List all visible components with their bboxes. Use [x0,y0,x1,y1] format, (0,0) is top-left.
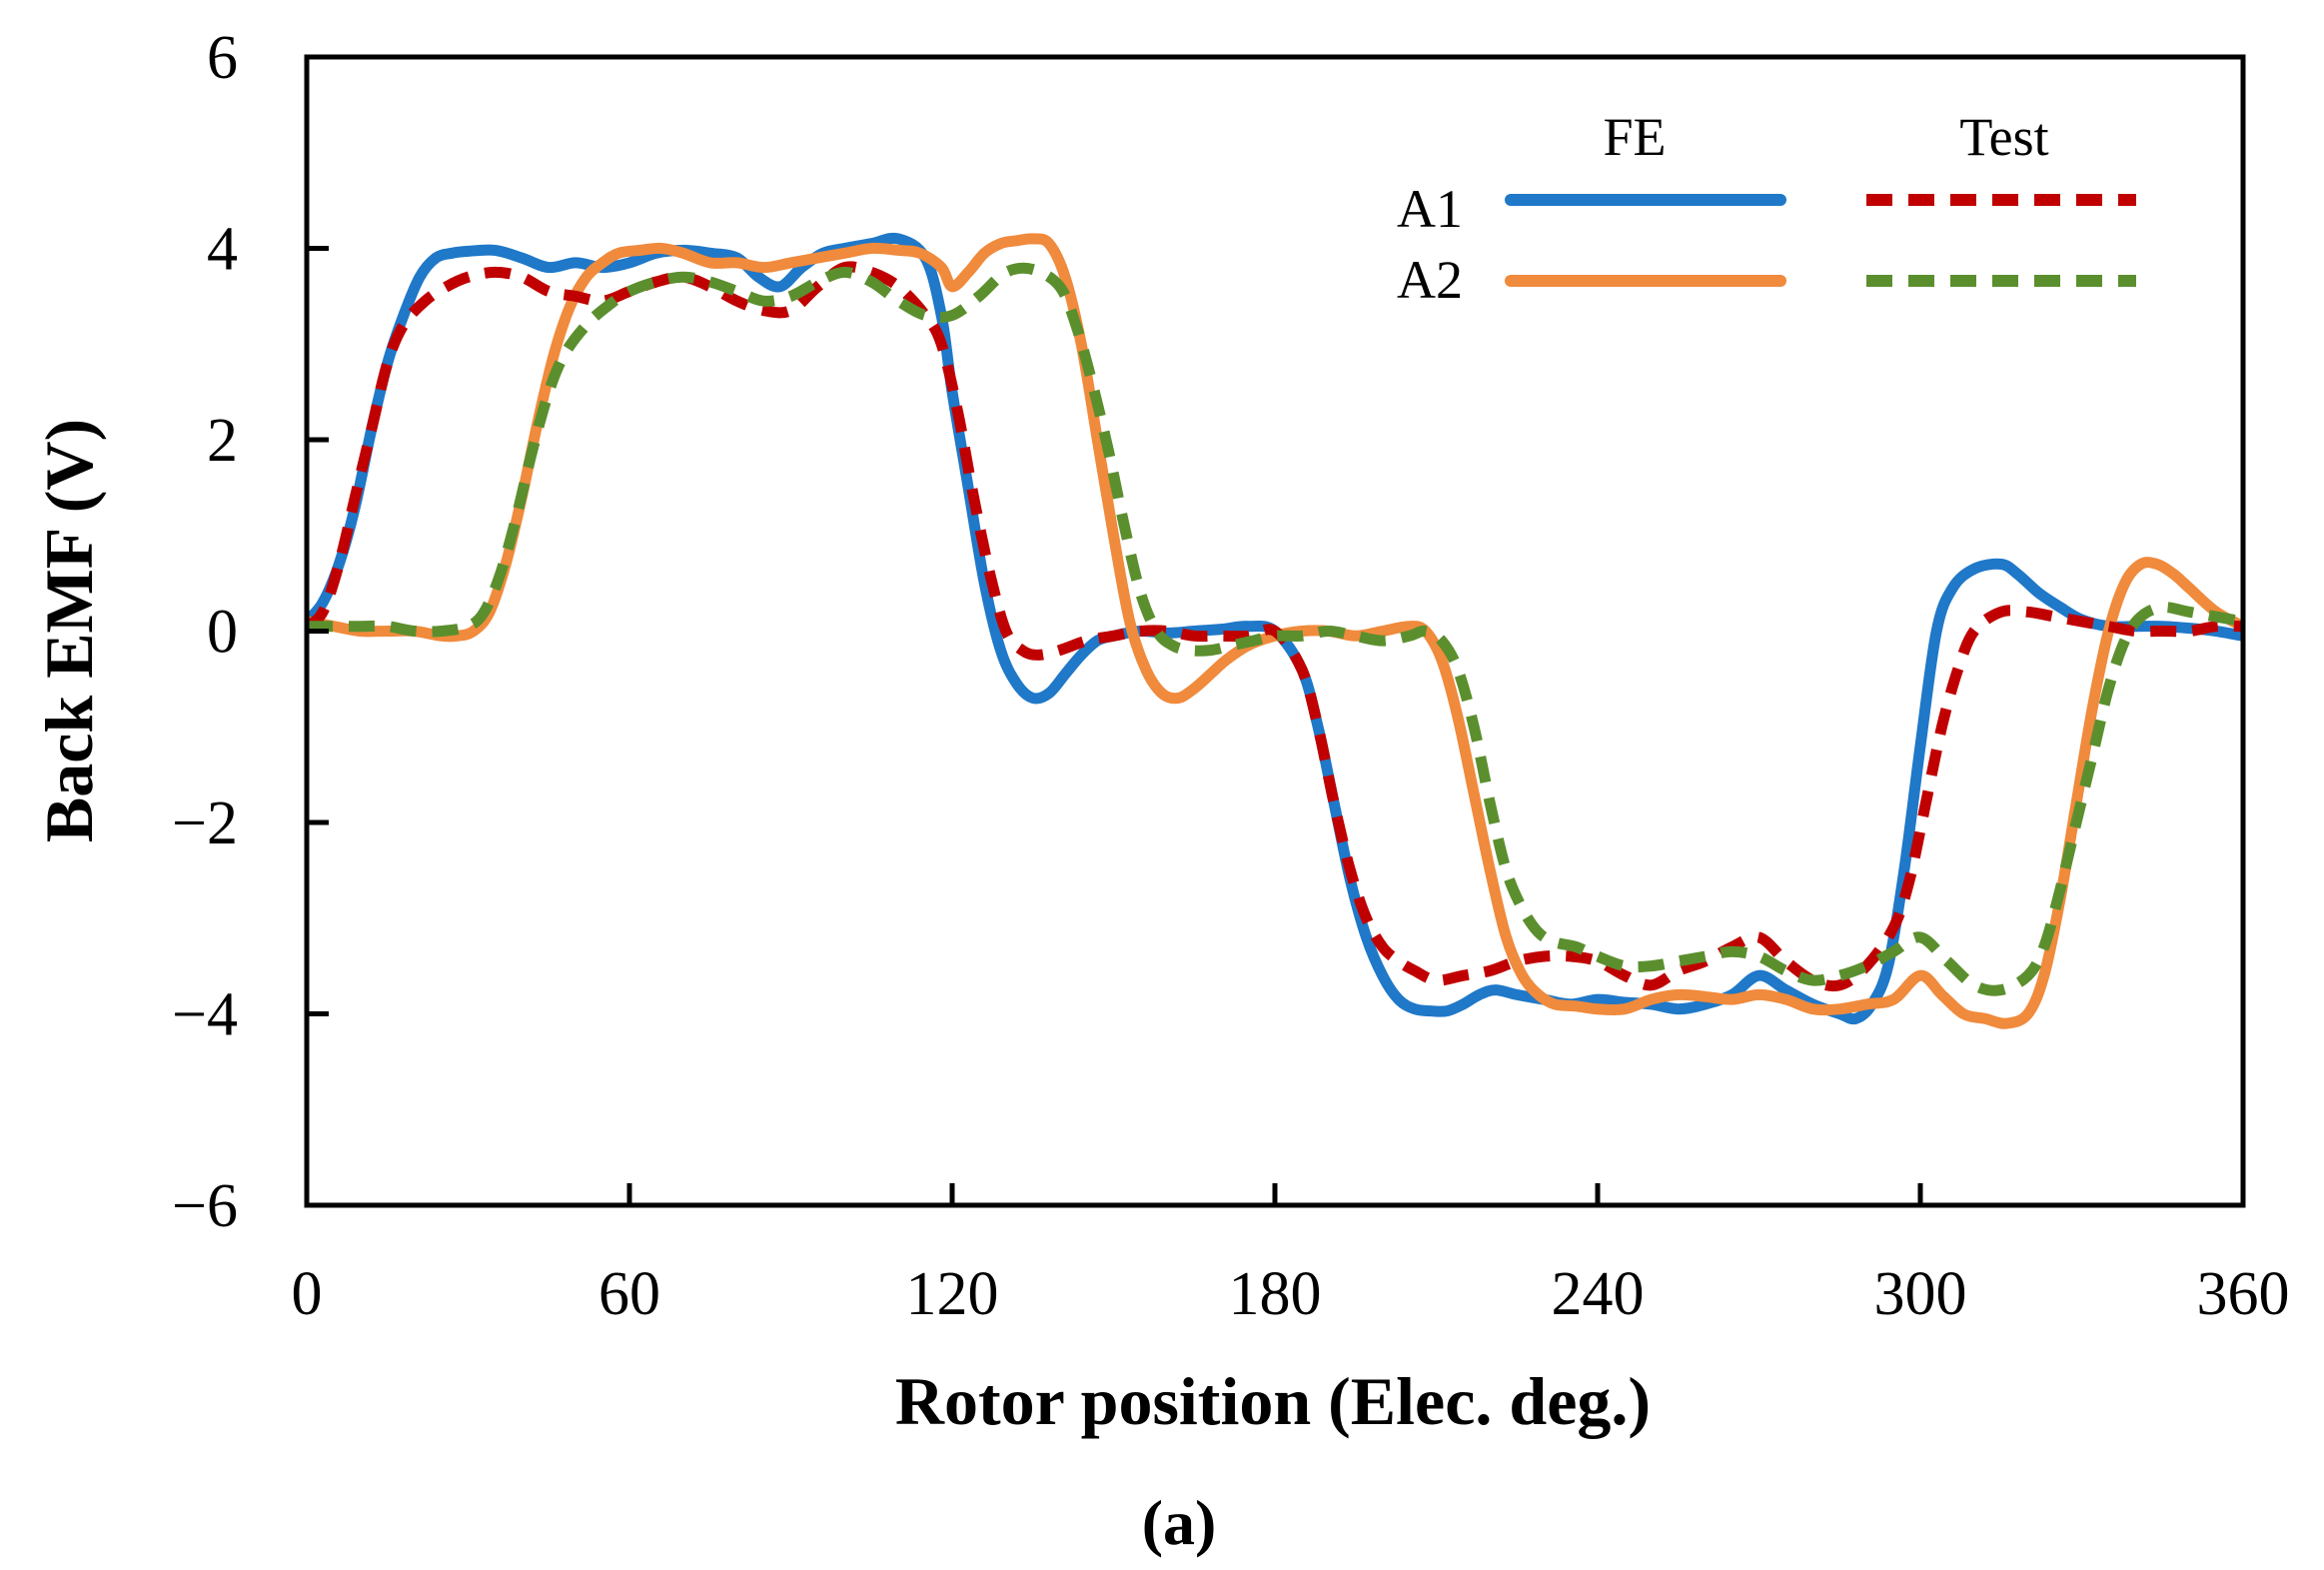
x-tick-label: 0 [292,1260,323,1328]
series-line-a2-fe [307,233,2243,1029]
x-tick-label: 60 [598,1260,660,1328]
y-tick-label: 2 [207,407,238,475]
x-axis-ticks: 0 60 120 180 240 300 360 [292,1183,2290,1328]
legend-row-a2: A2 [1397,250,1463,310]
legend-header-fe: FE [1603,107,1666,167]
series-line-a1-test [307,261,2243,992]
x-tick-label: 240 [1552,1260,1645,1328]
legend: FE Test A1 A2 [1397,107,2136,310]
x-tick-label: 300 [1874,1260,1967,1328]
y-tick-label: 6 [207,24,238,92]
y-tick-label: −2 [172,789,238,857]
y-tick-label: 4 [207,216,238,284]
x-tick-label: 180 [1229,1260,1322,1328]
y-tick-label: −6 [172,1172,238,1240]
x-axis-title: Rotor position (Elec. deg.) [895,1363,1651,1439]
x-tick-label: 360 [2197,1260,2290,1328]
legend-header-test: Test [1959,107,2048,167]
y-tick-label: −4 [172,981,238,1049]
y-axis-ticks: 6 4 2 0 −2 −4 −6 [172,24,329,1240]
legend-row-a1: A1 [1397,179,1463,239]
x-tick-label: 120 [906,1260,999,1328]
y-axis-title: Back EMF (V) [31,419,107,842]
figure-caption: (a) [1142,1487,1217,1558]
series-layer [307,232,2243,1029]
y-tick-label: 0 [207,599,238,667]
